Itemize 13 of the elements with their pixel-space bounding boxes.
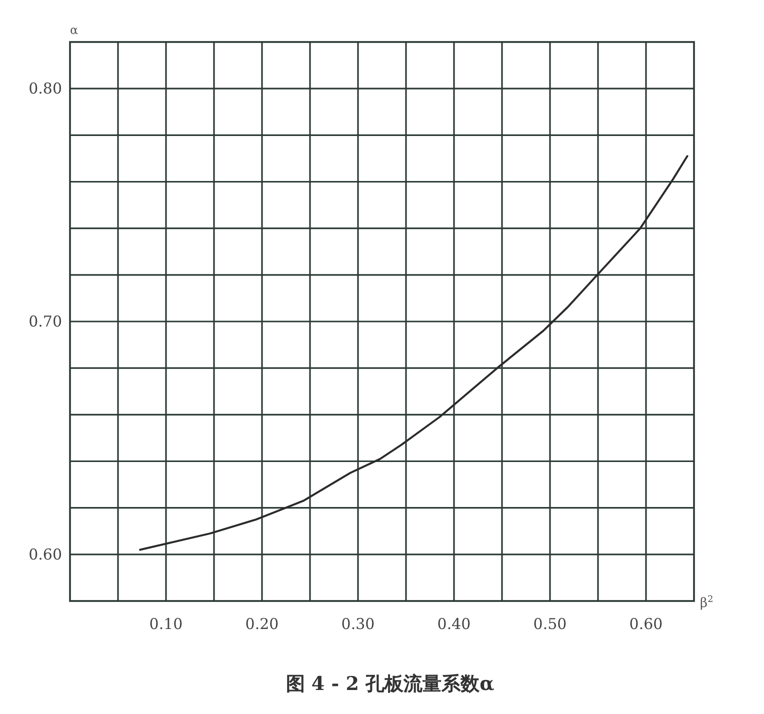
x-tick-label: 0.30 [341, 615, 375, 633]
y-axis-title: α [70, 23, 78, 37]
y-tick-label: 0.80 [28, 80, 62, 98]
x-tick-label: 0.40 [437, 615, 471, 633]
x-tick-label: 0.10 [149, 615, 183, 633]
x-axis-title: β$^{2}$ [700, 595, 714, 611]
x-tick-label: 0.20 [245, 615, 279, 633]
x-tick-label: 0.50 [533, 615, 567, 633]
y-tick-label: 0.60 [28, 545, 62, 564]
text: 图 4 - 2 孔板流量系数α [286, 673, 495, 695]
x-tick-label: 0.60 [629, 615, 663, 633]
line-series [139, 155, 688, 551]
y-tick-label: 0.70 [28, 312, 62, 330]
